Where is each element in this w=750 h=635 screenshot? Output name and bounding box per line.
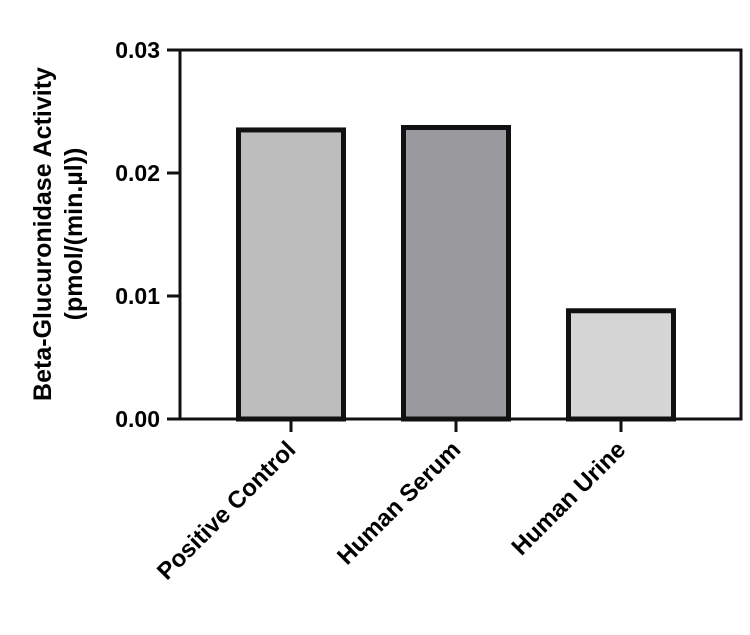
x-tick-label: Human Serum — [332, 436, 466, 570]
bar-human-urine — [566, 308, 676, 422]
bar-positive-control — [236, 127, 346, 422]
y-axis-title: Beta-Glucuronidase Activity — [29, 67, 57, 401]
y-tick-label: 0.00 — [115, 406, 160, 432]
bars-group — [236, 124, 676, 422]
plot-border — [178, 48, 743, 421]
y-tick-label: 0.02 — [115, 160, 160, 186]
x-tick-label: Positive Control — [152, 436, 301, 585]
y-axis-unit: (pmol/(min.µl)) — [60, 148, 88, 321]
bar-human-serum — [401, 124, 511, 422]
y-axis-ticks: 0.00 0.01 0.02 0.03 — [115, 37, 180, 432]
plot-frame — [178, 48, 743, 421]
x-axis-ticks: Positive Control Human Serum Human Urine — [152, 419, 631, 585]
x-tick-label: Human Urine — [507, 436, 632, 561]
y-tick-label: 0.03 — [115, 37, 160, 63]
y-tick-label: 0.01 — [115, 283, 160, 309]
